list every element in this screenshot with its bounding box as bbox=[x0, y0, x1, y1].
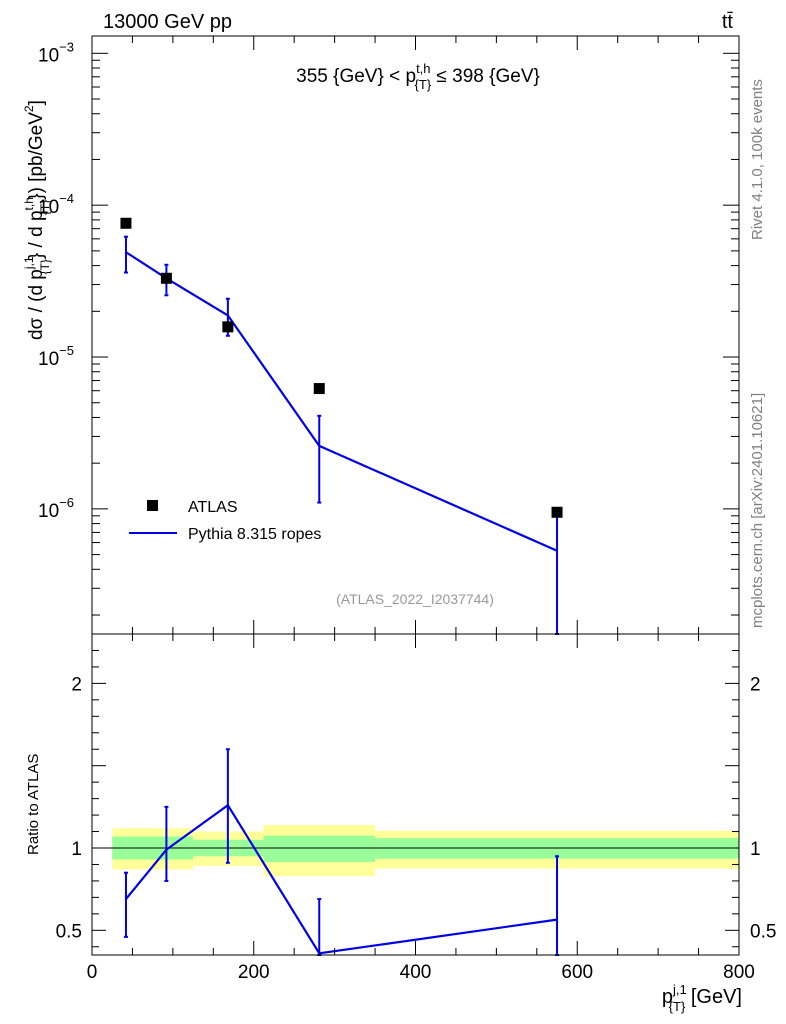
ratio-x-tick-label: 400 bbox=[400, 962, 432, 983]
ratio-axes: 0.5 0.5 1 1 2 2 0 200 400 600 800 bbox=[56, 633, 776, 983]
ylabel-part-3: } / d p bbox=[26, 210, 47, 259]
main-y-tick-exp: −5 bbox=[59, 343, 74, 358]
atlas-marker bbox=[222, 321, 234, 333]
ratio-panel: 0.5 0.5 1 1 2 2 0 200 400 600 800 Ratio to ATLAS p… bbox=[25, 633, 776, 1014]
ratio-x-axis-label: pj,1 {T} [GeV] bbox=[662, 982, 742, 1014]
main-plot-area bbox=[120, 217, 563, 635]
ratio-y-axis-label: Ratio to ATLAS bbox=[25, 754, 42, 855]
ratio-band-inner bbox=[263, 835, 376, 862]
xlabel-part-1: j,1 bbox=[672, 982, 687, 997]
ratio-y-tick-label: 0.5 bbox=[56, 921, 82, 942]
atlas-marker bbox=[313, 383, 325, 395]
atlas-marker bbox=[160, 272, 172, 284]
ylabel-part-1: j,1 bbox=[22, 256, 36, 270]
ratio-frame bbox=[91, 633, 740, 956]
main-y-tick-exp: −3 bbox=[59, 39, 74, 54]
ylabel-part-7: 2 bbox=[22, 105, 36, 112]
legend-marker-atlas bbox=[147, 500, 158, 511]
ylabel-part-0: dσ / (d p bbox=[26, 269, 47, 340]
header-left-label: 13000 GeV pp bbox=[103, 11, 232, 33]
xlabel-part-3: [GeV] bbox=[685, 986, 742, 1008]
main-y-tick-exp: −4 bbox=[59, 191, 74, 206]
main-y-tick-label: 10−6 bbox=[38, 495, 74, 522]
atlas-marker bbox=[120, 217, 132, 229]
legend-label-atlas: ATLAS bbox=[188, 499, 238, 516]
main-y-tick-label: 10−5 bbox=[38, 343, 74, 370]
main-axes: 10−610−510−410−3 bbox=[38, 36, 740, 634]
ratio-y-tick-label-right: 2 bbox=[750, 674, 761, 695]
ratio-y-tick-label-right: 1 bbox=[750, 839, 761, 860]
main-y-tick-label: 10−3 bbox=[38, 39, 74, 66]
xlabel-part-0: p bbox=[662, 986, 673, 1008]
side-label-top: Rivet 4.1.0, 100k events bbox=[749, 79, 766, 240]
ratio-y-tick-label: 1 bbox=[71, 839, 82, 860]
ylabel-part-2: {T} bbox=[38, 259, 52, 274]
ylabel-part-8: ] bbox=[26, 100, 47, 105]
main-y-tick-exp: −6 bbox=[59, 495, 74, 510]
main-panel: 10−610−510−410−3 355 {GeV} < pt,h {T} ≤ 3… bbox=[22, 35, 740, 635]
ratio-x-tick-label: 200 bbox=[238, 962, 270, 983]
legend: ATLAS Pythia 8.315 ropes bbox=[129, 499, 321, 543]
ratio-x-tick-label: 800 bbox=[723, 962, 755, 983]
main-title: 355 {GeV} < pt,h {T} ≤ 398 {GeV} bbox=[296, 61, 540, 92]
ylabel-part-6: }) [pb/GeV bbox=[26, 112, 47, 200]
ylabel-part-5: {T} bbox=[38, 200, 52, 215]
ratio-plot-area bbox=[92, 748, 739, 956]
side-label-bottom: mcplots.cern.ch [arXiv:2401.10621] bbox=[749, 393, 766, 628]
atlas-marker bbox=[551, 506, 563, 518]
ratio-y-tick-label-right: 0.5 bbox=[750, 921, 776, 942]
legend-label-pythia: Pythia 8.315 ropes bbox=[188, 526, 321, 543]
main-y-axis-label: dσ / (d pj,1 {T}} / d pt,h {T}}) [pb/GeV2] bbox=[22, 100, 52, 340]
ratio-x-tick-label: 600 bbox=[561, 962, 593, 983]
watermark: (ATLAS_2022_I2037744) bbox=[336, 591, 494, 607]
ratio-y-tick-label: 2 bbox=[71, 674, 82, 695]
main-frame bbox=[91, 35, 740, 635]
header-right-label: tt̄ bbox=[722, 11, 734, 33]
ratio-x-tick-label: 0 bbox=[87, 962, 98, 983]
xlabel-part-2: {T} bbox=[669, 999, 686, 1014]
ylabel-part-4: t,h bbox=[22, 197, 36, 210]
